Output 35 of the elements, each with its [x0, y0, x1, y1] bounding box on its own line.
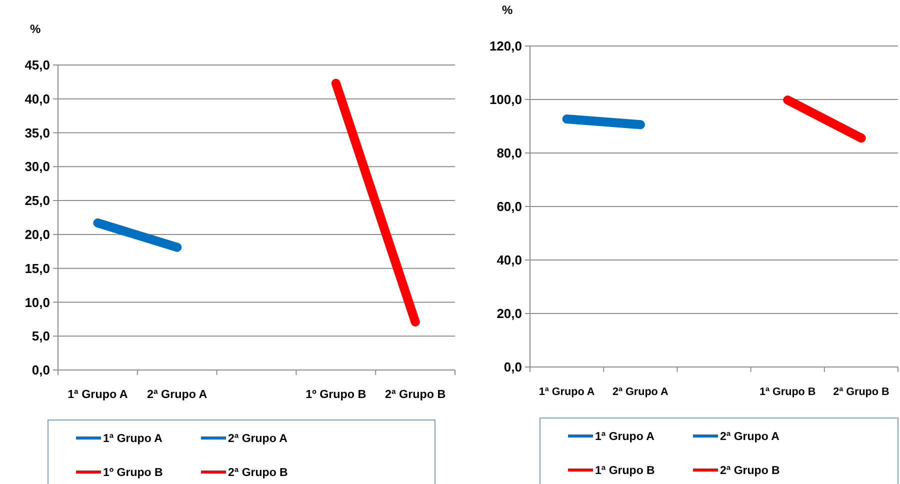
y-tick-label: 60,0 — [496, 199, 522, 214]
y-tick-label: 15,0 — [24, 260, 50, 276]
x-tick-label: 1º Grupo B — [306, 388, 366, 401]
legend-label: 1º Grupo B — [103, 467, 163, 480]
y-tick-label: 0,0 — [32, 362, 50, 378]
y-axis-title: % — [30, 22, 41, 36]
y-tick-label: 25,0 — [24, 193, 50, 208]
x-tick-label: 2ª Grupo B — [833, 386, 890, 398]
y-tick-label: 5,0 — [32, 328, 50, 344]
legend-label: 2ª Grupo B — [228, 467, 288, 480]
y-tick-label: 0,0 — [504, 360, 522, 375]
x-tick-label: 2ª Grupo B — [384, 388, 446, 401]
y-tick-label: 120,0 — [489, 38, 522, 54]
legend-label: 1ª Grupo A — [595, 431, 654, 444]
y-tick-label: 100,0 — [489, 92, 522, 108]
y-axis-title: % — [502, 3, 513, 17]
y-tick-label: 45,0 — [24, 58, 50, 73]
x-tick-label: 1ª Grupo A — [538, 386, 595, 398]
legend-label: 1ª Grupo A — [103, 433, 162, 446]
y-tick-label: 40,0 — [496, 252, 522, 268]
x-tick-label: 2ª Grupo A — [146, 388, 208, 401]
legend-label: 1ª Grupo B — [595, 465, 655, 478]
y-tick-label: 10,0 — [24, 294, 50, 310]
x-tick-label: 1ª Grupo A — [68, 388, 128, 401]
x-tick-label: 2ª Grupo A — [612, 386, 669, 398]
y-tick-label: 35,0 — [24, 125, 50, 140]
y-tick-label: 20,0 — [496, 306, 522, 322]
y-tick-label: 30,0 — [24, 159, 50, 174]
y-tick-label: 80,0 — [496, 146, 522, 161]
legend-label: 2ª Grupo A — [720, 431, 780, 444]
legend-label: 2ª Grupo B — [720, 465, 780, 478]
legend-label: 2ª Grupo A — [228, 433, 288, 446]
x-tick-label: 1ª Grupo B — [759, 386, 816, 398]
y-tick-label: 20,0 — [24, 226, 50, 242]
y-tick-label: 40,0 — [24, 91, 50, 106]
